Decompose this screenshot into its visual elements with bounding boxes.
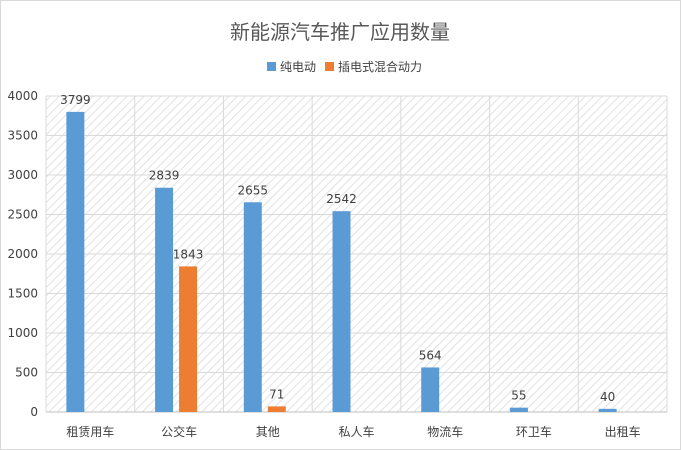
bar-bev <box>243 202 262 412</box>
data-label: 71 <box>269 387 284 401</box>
y-tick-label: 0 <box>30 405 38 419</box>
data-label: 2839 <box>149 169 180 183</box>
x-category-label: 环卫车 <box>516 424 552 439</box>
x-category-label: 出租车 <box>605 424 641 439</box>
bar-bev <box>66 111 85 412</box>
legend-label: 纯电动 <box>280 60 316 74</box>
bar-bev <box>155 187 174 412</box>
legend: 纯电动 插电式混合动力 <box>267 59 422 74</box>
x-category-label: 物流车 <box>427 424 463 439</box>
x-category-label: 公交车 <box>161 424 197 439</box>
bar-bev <box>598 408 617 412</box>
data-label: 40 <box>600 390 615 404</box>
bar-phev <box>267 406 286 412</box>
x-category-label: 其他 <box>256 425 280 439</box>
y-tick-label: 2500 <box>7 208 38 222</box>
bar-phev <box>179 266 198 412</box>
x-axis: 租赁用车 公交车 其他 私人车 物流车 环卫车 出租车 <box>66 424 640 439</box>
y-tick-label: 2000 <box>7 247 38 261</box>
data-label: 2655 <box>238 183 269 197</box>
y-tick-label: 1000 <box>7 326 38 340</box>
y-tick-label: 1500 <box>7 287 38 301</box>
bars <box>66 111 617 412</box>
data-label: 564 <box>419 348 442 362</box>
y-tick-label: 500 <box>15 366 38 380</box>
x-category-label: 租赁用车 <box>66 424 114 439</box>
data-label: 1843 <box>173 247 204 261</box>
y-axis: 0 500 1000 1500 2000 2500 3000 3500 4000 <box>7 89 38 419</box>
legend-swatch <box>325 62 334 71</box>
y-tick-label: 3000 <box>7 168 38 182</box>
legend-swatch <box>267 62 276 71</box>
legend-label: 插电式混合动力 <box>338 59 422 74</box>
data-label: 2542 <box>326 192 357 206</box>
bar-bev <box>421 367 440 412</box>
gridlines <box>45 95 668 413</box>
y-tick-label: 3500 <box>7 129 38 143</box>
data-label: 55 <box>511 389 526 403</box>
x-category-label: 私人车 <box>338 424 374 439</box>
chart-title: 新能源汽车推广应用数量 <box>230 20 450 44</box>
data-label: 3799 <box>60 93 91 107</box>
bar-bev <box>509 407 528 412</box>
data-labels: 3799 2839 1843 2655 71 2542 564 55 40 <box>60 93 615 404</box>
bar-bev <box>332 211 351 412</box>
y-tick-label: 4000 <box>7 89 38 103</box>
